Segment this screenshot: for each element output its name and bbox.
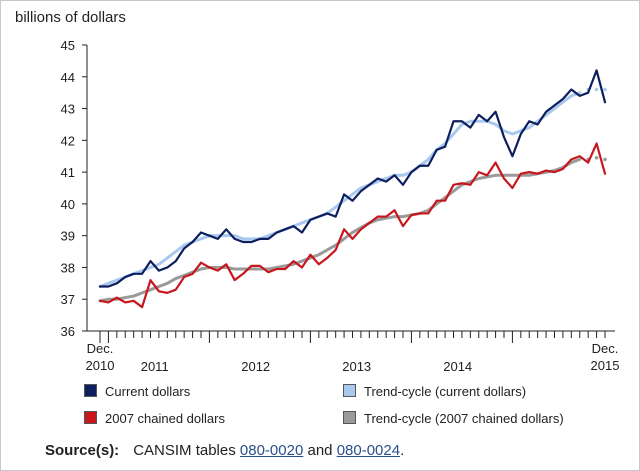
series-line-0 xyxy=(98,69,607,288)
legend-item-trend-chained: Trend-cycle (2007 chained dollars) xyxy=(343,411,564,426)
trend-projection-dot xyxy=(594,156,599,160)
y-tick-label: 37 xyxy=(61,292,75,307)
y-tick-label: 38 xyxy=(61,260,75,275)
x-tick-label: Dec. 2015 xyxy=(591,341,620,373)
x-tick-label: 2011 xyxy=(141,359,169,374)
x-tick-label: 2013 xyxy=(342,359,371,374)
y-tick-label: 39 xyxy=(61,229,75,244)
trend-projection-dot xyxy=(603,157,607,162)
legend-swatch xyxy=(84,384,97,397)
y-tick-label: 40 xyxy=(61,197,75,212)
series-line-2 xyxy=(98,142,607,309)
y-tick-label: 44 xyxy=(61,70,75,85)
y-tick-label: 45 xyxy=(61,38,75,53)
y-axis-unit-label: billions of dollars xyxy=(15,9,126,26)
x-tick-label: 2012 xyxy=(241,359,270,374)
source-label: Source(s): xyxy=(45,442,120,459)
legend-swatch xyxy=(343,384,356,397)
source-note: Source(s): CANSIM tables 080-0020 and 080… xyxy=(45,442,405,459)
x-tick-label: 2014 xyxy=(443,359,472,374)
y-tick-label: 41 xyxy=(61,165,75,180)
legend-item-chained-dollars: 2007 chained dollars xyxy=(84,411,225,426)
y-tick-label: 36 xyxy=(61,324,75,339)
trend-projection-dot xyxy=(594,87,599,92)
x-tick-label: Dec. 2010 xyxy=(86,341,115,373)
legend-item-trend-current: Trend-cycle (current dollars) xyxy=(343,384,526,399)
y-tick-label: 42 xyxy=(61,133,75,148)
y-tick-label: 43 xyxy=(61,102,75,117)
legend-swatch xyxy=(343,411,356,424)
legend-item-current-dollars: Current dollars xyxy=(84,384,190,399)
series-line-3 xyxy=(98,157,582,303)
source-link-080-0024[interactable]: 080-0024 xyxy=(336,442,401,459)
line-chart: 36 37 38 39 40 41 42 43 44 45 Dec. 2010 2011 2012 2013… xyxy=(61,38,620,374)
legend-swatch xyxy=(84,411,97,424)
source-link-080-0020[interactable]: 080-0020 xyxy=(239,442,304,459)
trend-projection-dot xyxy=(603,87,607,92)
series-line-1 xyxy=(98,91,582,289)
